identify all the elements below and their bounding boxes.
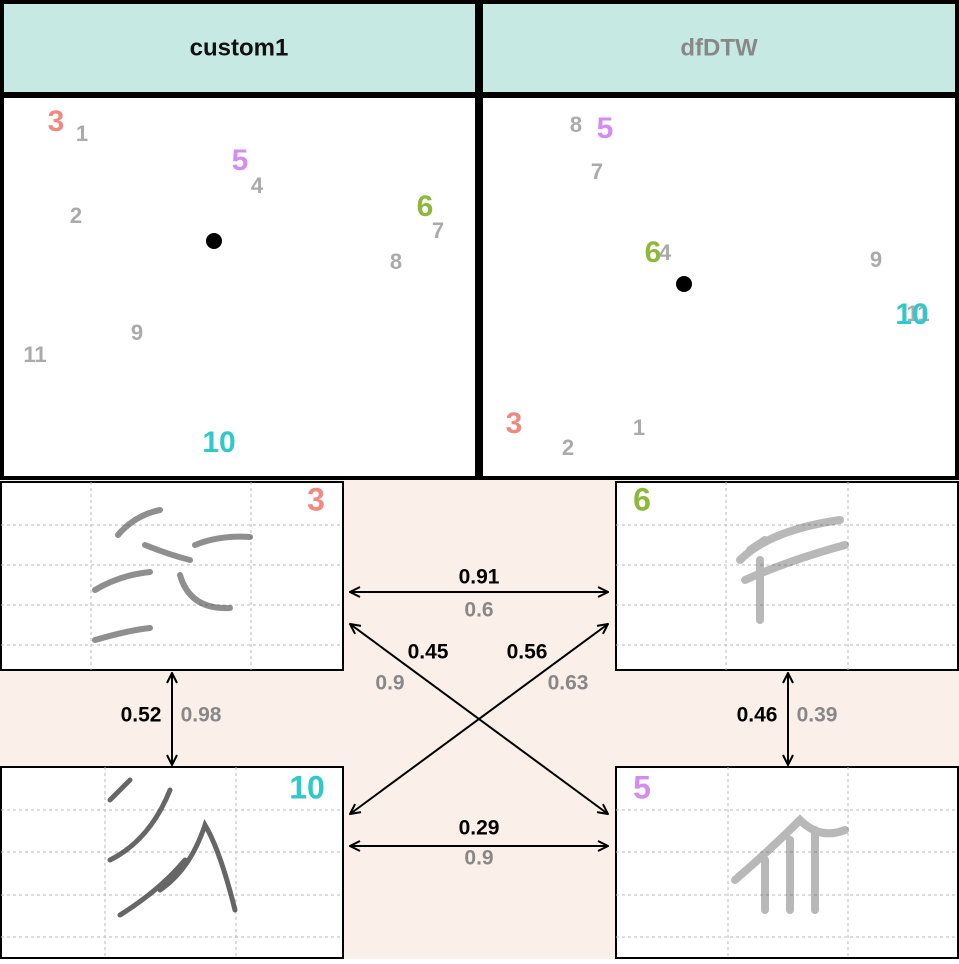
clip-label: 10: [289, 769, 325, 805]
clip-label: 3: [307, 481, 325, 517]
point-label: 7: [432, 218, 444, 243]
distance-primary: 0.56: [507, 641, 548, 664]
distance-primary: 0.29: [459, 817, 500, 840]
point-label: 1: [633, 415, 645, 440]
point-label: 3: [506, 407, 523, 440]
distance-secondary: 0.6: [464, 599, 493, 622]
point-label: 11: [906, 301, 929, 326]
point-label: 2: [70, 203, 82, 228]
link-arrows: [172, 592, 788, 846]
point-label: 8: [390, 249, 402, 274]
distance-secondary: 0.39: [797, 704, 838, 727]
embedding-panel: [0, 94, 479, 480]
point-label: 8: [570, 112, 582, 137]
point-label: 5: [232, 144, 249, 177]
point-label: 10: [895, 298, 928, 331]
point-label: 5: [597, 112, 614, 145]
distance-primary: 0.91: [459, 566, 500, 589]
panel-title: dfDTW: [680, 34, 758, 61]
clip-box: [615, 481, 959, 671]
distance-primary: 0.45: [408, 641, 449, 664]
embedding-panel: [479, 94, 959, 480]
point-label: 10: [202, 426, 235, 459]
point-label: 3: [48, 105, 65, 138]
point-label: 11: [23, 342, 46, 367]
clip-label: 6: [633, 481, 651, 517]
point-label: 4: [251, 173, 264, 198]
point-label: 9: [870, 247, 882, 272]
point-label: 1: [76, 121, 88, 146]
point-label: 4: [659, 240, 672, 265]
point-label: 6: [645, 236, 662, 269]
distance-primary: 0.46: [737, 704, 778, 727]
clip-box: [0, 766, 344, 959]
query-dot: [206, 233, 222, 249]
panel-title: custom1: [190, 34, 289, 61]
clip-label: 5: [633, 769, 651, 805]
distance-primary: 0.52: [121, 704, 162, 727]
point-label: 6: [417, 190, 434, 223]
point-label: 2: [562, 435, 574, 460]
query-dot: [676, 276, 692, 292]
distance-secondary: 0.9: [375, 672, 404, 695]
distance-secondary: 0.98: [181, 704, 222, 727]
header-right: [479, 0, 959, 96]
point-label: 9: [131, 320, 143, 345]
header-left: [0, 0, 479, 96]
point-label: 7: [591, 159, 603, 184]
distance-secondary: 0.9: [464, 847, 493, 870]
clip-box: [0, 481, 344, 671]
distance-secondary: 0.63: [548, 672, 589, 695]
clip-box: [615, 766, 959, 959]
